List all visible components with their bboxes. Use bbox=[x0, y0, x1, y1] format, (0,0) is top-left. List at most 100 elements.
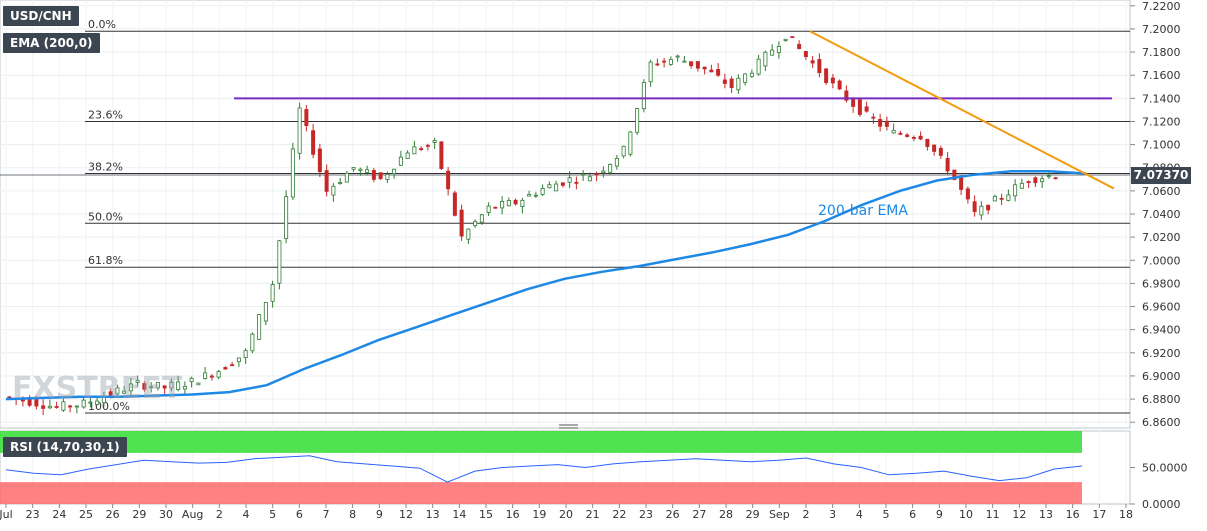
rsi-tick-label: 50.0000 bbox=[1142, 462, 1188, 475]
x-tick-label: 25 bbox=[79, 508, 93, 521]
rsi-axis: 50.0000 0.0000 bbox=[1130, 462, 1188, 511]
candle bbox=[209, 374, 214, 381]
x-tick-label: 20 bbox=[559, 508, 573, 521]
x-tick-label: 26 bbox=[666, 508, 680, 521]
candle bbox=[695, 61, 700, 72]
rsi-line bbox=[5, 455, 1083, 483]
panel-resize-handle[interactable] bbox=[559, 424, 578, 429]
candle bbox=[736, 74, 741, 94]
instrument-badge[interactable]: USD/CNH bbox=[3, 6, 79, 26]
candle bbox=[1053, 176, 1058, 180]
y-tick-label: 7.1600 bbox=[1142, 69, 1181, 82]
x-tick-label: 30 bbox=[159, 508, 173, 521]
candle bbox=[641, 79, 646, 113]
candle bbox=[1033, 176, 1038, 188]
candle bbox=[540, 184, 545, 196]
rsi-overbought-zone bbox=[0, 431, 1082, 453]
x-tick-label: 9 bbox=[376, 508, 383, 521]
x-tick-label: 24 bbox=[52, 508, 66, 521]
candle bbox=[911, 135, 916, 142]
candle bbox=[486, 202, 491, 217]
x-tick-label: 11 bbox=[986, 508, 1000, 521]
candle bbox=[614, 154, 619, 170]
candle bbox=[756, 54, 761, 76]
candle bbox=[648, 59, 653, 87]
x-tick-label: 28 bbox=[719, 508, 733, 521]
candle bbox=[81, 396, 86, 409]
fib-label: 50.0% bbox=[88, 210, 123, 223]
y-tick-label: 6.9400 bbox=[1142, 324, 1181, 337]
x-tick-label: 10 bbox=[959, 508, 973, 521]
candle bbox=[297, 102, 302, 160]
candle bbox=[250, 332, 255, 354]
candle bbox=[169, 378, 174, 392]
candle bbox=[47, 399, 52, 410]
candle bbox=[41, 399, 46, 416]
candle bbox=[284, 190, 289, 244]
candle bbox=[608, 163, 613, 175]
candle bbox=[189, 376, 194, 388]
y-tick-label: 7.0600 bbox=[1142, 185, 1181, 198]
x-tick-label: 23 bbox=[26, 508, 40, 521]
candle bbox=[1006, 189, 1011, 202]
candle bbox=[1013, 179, 1018, 202]
candle bbox=[162, 385, 167, 395]
y-tick-label: 7.2000 bbox=[1142, 23, 1181, 36]
candle bbox=[304, 105, 309, 132]
candle bbox=[324, 164, 329, 197]
candle bbox=[884, 116, 889, 131]
candle bbox=[574, 176, 579, 190]
candle bbox=[135, 375, 140, 387]
candle bbox=[783, 38, 788, 42]
x-tick-label: 8 bbox=[349, 508, 356, 521]
candle bbox=[945, 152, 950, 175]
candle bbox=[68, 404, 73, 413]
x-tick-label: 15 bbox=[479, 508, 493, 521]
x-tick-label: 12 bbox=[399, 508, 413, 521]
rsi-oversold-zone bbox=[0, 482, 1082, 504]
candle bbox=[965, 186, 970, 204]
candle bbox=[844, 85, 849, 103]
y-tick-label: 7.1400 bbox=[1142, 92, 1181, 105]
x-tick-label: 23 bbox=[639, 508, 653, 521]
candle bbox=[344, 171, 349, 183]
current-price-label: 7.07370 bbox=[1134, 168, 1189, 182]
candle bbox=[263, 302, 268, 326]
candle bbox=[972, 195, 977, 217]
candle bbox=[567, 171, 572, 189]
candle bbox=[587, 172, 592, 182]
candle bbox=[1019, 178, 1024, 189]
candle bbox=[675, 54, 680, 62]
candle bbox=[95, 397, 100, 406]
candle bbox=[452, 190, 457, 217]
candle bbox=[992, 194, 997, 202]
candle bbox=[432, 137, 437, 150]
x-tick-label: 3 bbox=[829, 508, 836, 521]
candle bbox=[182, 381, 187, 394]
fib-label: 23.6% bbox=[88, 108, 123, 121]
candle bbox=[716, 62, 721, 77]
candle bbox=[446, 167, 451, 196]
fib-label: 61.8% bbox=[88, 254, 123, 267]
candle bbox=[891, 123, 896, 134]
candle bbox=[878, 113, 883, 132]
candle bbox=[709, 64, 714, 73]
x-tick-label: 16 bbox=[1066, 508, 1080, 521]
candle bbox=[776, 41, 781, 59]
x-tick-label: 14 bbox=[452, 508, 466, 521]
x-tick-label: 9 bbox=[936, 508, 943, 521]
current-price-tag: 7.07370 bbox=[1131, 167, 1191, 185]
candle bbox=[749, 69, 754, 78]
rsi-zones bbox=[0, 431, 1082, 504]
x-tick-label: 29 bbox=[132, 508, 146, 521]
watermark: FXSTREET bbox=[12, 371, 183, 406]
candle bbox=[689, 61, 694, 69]
candle bbox=[398, 150, 403, 166]
ema-indicator-badge[interactable]: EMA (200,0) bbox=[3, 33, 100, 53]
rsi-indicator-badge[interactable]: RSI (14,70,30,1) bbox=[3, 437, 127, 457]
candle bbox=[236, 357, 241, 367]
x-tick-label: 6 bbox=[296, 508, 303, 521]
candle bbox=[230, 361, 235, 367]
candle bbox=[243, 348, 248, 365]
